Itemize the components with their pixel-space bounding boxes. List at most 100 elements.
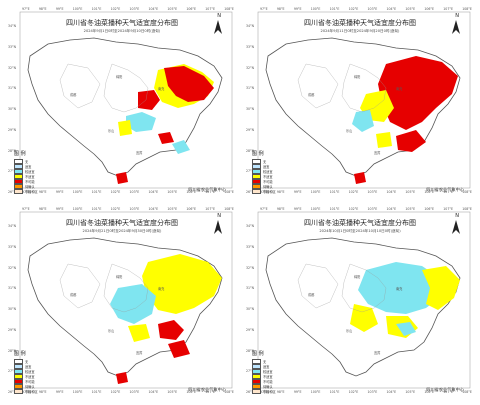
legend-label: 适宜 [25,365,32,369]
legend: 图 例无适宜 较适宜 不适宜 不可能 待确认 非播种区 [14,150,54,195]
suitability-region-cyan [126,112,156,132]
lon-tick: 104°E [148,390,159,394]
legend-swatch [252,388,261,395]
latitude-ticks: 34°N 33°N 32°N 31°N 30°N 29°N 28°N 27°N 26°N [246,24,254,194]
suitability-region-red [164,66,214,102]
lon-tick: 101°E [329,207,340,211]
lon-tick: 101°E [91,207,102,211]
north-label: N [455,213,459,219]
lat-tick: 28°N [8,148,17,153]
legend-label: 不可能 [25,380,35,384]
lon-tick: 101°E [329,190,340,194]
legend-label: 待确认 [25,385,35,389]
legend-item: 非播种区 [14,388,54,395]
lon-tick: 104°E [386,207,397,211]
suitability-region-red [158,320,184,340]
lon-tick: 99°E [293,190,302,194]
city-label: 乐山 [346,328,352,333]
longitude-ticks-top: 97°E 98°E 99°E 100°E 101°E 102°E 103°E 104°E 105… [22,207,234,211]
lat-tick: 27°N [8,369,17,374]
lon-tick: 97°E [22,190,30,194]
map-title: 四川省冬油菜播种天气适宜度分布图 [66,19,178,27]
lon-tick: 106°E [186,390,197,394]
lon-tick: 107°E [443,207,453,211]
lon-tick: 107°E [443,7,453,11]
legend-label: 较适宜 [25,370,35,374]
city-label: 成都 [70,292,77,297]
suitability-region-cyan [352,110,374,132]
city-label: 宜宾 [374,350,380,355]
legend-title: 图 例 [14,151,26,157]
lat-tick: 33°N [246,44,255,49]
lon-tick: 108°E [224,7,234,11]
lat-tick: 32°N [8,265,17,270]
latitude-ticks: 34°N 33°N 32°N 31°N 30°N 29°N 28°N 27°N 26°N [246,224,254,394]
city-label: 南充 [396,286,403,291]
lat-tick: 31°N [246,286,255,291]
city-label: 绵阳 [354,274,360,279]
city-label: 成都 [308,92,315,97]
lon-tick: 106°E [186,7,197,11]
lat-tick: 31°N [8,86,17,91]
credit-label: 四川省农业气象中心 [188,187,226,192]
lon-tick: 104°E [148,190,159,194]
map-panel-2: 成都 绵阳 南充 乐山 宜宾 四川省冬油菜播种天气适宜度分布图 2024年9月11日0时至2… [246,4,474,196]
suitability-region-yellow [142,254,222,314]
legend-label: 无 [25,160,29,164]
lon-tick: 103°E [129,390,140,394]
lon-tick: 102°E [348,390,359,394]
suitability-region-cyan [396,322,416,336]
legend-title: 图 例 [252,351,264,357]
map-panel-4: 成都 绵阳 南充 乐山 宜宾 四川省冬油菜播种天气适宜度分布图 2024年10月1日0时至2… [246,204,474,396]
lat-tick: 32°N [8,65,17,70]
lon-tick: 107°E [205,190,215,194]
longitude-ticks-bottom: 97°E 98°E 99°E 100°E 101°E 102°E 103°E 104°E 105… [22,390,234,394]
lat-tick: 27°N [8,169,17,174]
lon-tick: 107°E [205,7,215,11]
lon-tick: 101°E [91,390,102,394]
lon-tick: 104°E [386,7,397,11]
map-panel-3: 成都 绵阳 南充 乐山 宜宾 四川省冬油菜播种天气适宜度分布图 2024年9月21日0时至2… [8,204,236,396]
lon-tick: 106°E [424,207,435,211]
north-label: N [217,13,221,19]
longitude-ticks-top: 97°E 98°E 99°E 100°E 101°E 102°E 103°E 104°E 105… [22,7,234,11]
credit-label: 四川省农业气象中心 [426,187,464,192]
lon-tick: 102°E [110,390,121,394]
map-frame [19,211,233,389]
legend-swatch [14,388,23,395]
longitude-ticks-top: 97°E 98°E 99°E 100°E 101°E 102°E 103°E 104°E 105… [260,7,472,11]
lat-tick: 29°N [8,327,17,332]
legend-label: 不适宜 [263,175,273,179]
legend-label: 待确认 [263,185,273,189]
lon-tick: 106°E [186,207,197,211]
lat-tick: 27°N [246,169,255,174]
legend-label: 适宜 [25,165,32,169]
lon-tick: 97°E [22,390,30,394]
lat-tick: 34°N [246,24,255,28]
city-label: 绵阳 [116,74,122,79]
lat-tick: 30°N [246,307,255,311]
lat-tick: 30°N [8,107,17,111]
lon-tick: 108°E [462,190,472,194]
lon-tick: 102°E [348,7,359,11]
lat-tick: 26°N [8,190,17,194]
map-title: 四川省冬油菜播种天气适宜度分布图 [304,19,416,27]
lat-tick: 33°N [8,244,17,249]
suitability-region-red [116,172,128,184]
suitability-region-red [138,90,160,110]
lon-tick: 100°E [310,390,321,394]
lon-tick: 107°E [205,390,215,394]
lon-tick: 106°E [186,190,197,194]
lon-tick: 108°E [462,207,472,211]
city-label: 成都 [308,292,315,297]
legend-label: 不适宜 [25,175,35,179]
lat-tick: 27°N [246,369,255,374]
legend-label: 非播种区 [25,190,38,194]
map-subtitle: 2024年9月11日0时至2024年9月20日0时(逐旬) [320,29,400,33]
lon-tick: 98°E [276,207,285,211]
lat-tick: 34°N [246,224,255,228]
north-arrow-icon [214,220,222,234]
legend-label: 适宜 [263,365,270,369]
lon-tick: 103°E [129,7,140,11]
